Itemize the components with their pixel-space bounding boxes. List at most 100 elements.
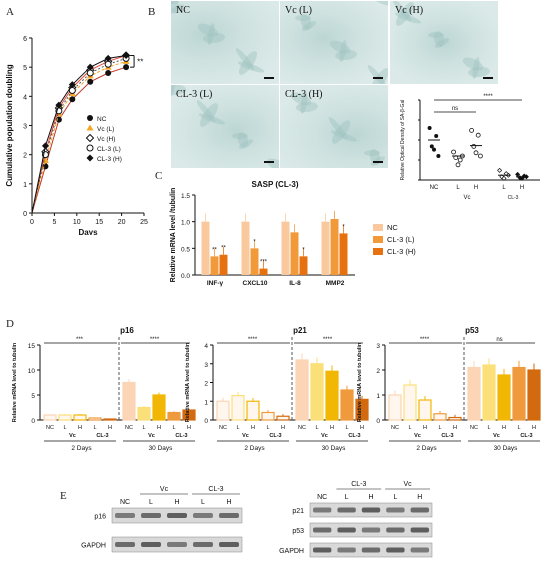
cell-shape (199, 103, 219, 127)
blot-band (167, 542, 187, 547)
cell-shape (330, 130, 358, 142)
significance-label: ** (137, 57, 143, 66)
y-tick-label: 5 (31, 393, 35, 400)
data-point (451, 149, 456, 155)
data-point (455, 162, 461, 168)
data-point (41, 142, 49, 150)
x-tick-label: L (63, 425, 66, 431)
data-point (434, 134, 439, 138)
cell-shape (434, 38, 450, 48)
significance-label: **** (248, 337, 258, 343)
chart-title: SASP (CL-3) (252, 180, 299, 189)
bar (482, 364, 496, 421)
micrograph-5: CL-3 (H) (279, 84, 389, 169)
cell-shape (171, 85, 186, 96)
x-tick-label: L (408, 425, 411, 431)
legend-swatch (373, 248, 383, 255)
blot-band (193, 542, 213, 547)
cell-shape (171, 1, 179, 4)
bar (340, 389, 354, 421)
cell-shape (237, 132, 249, 148)
y-tick-label: 2 (204, 381, 208, 388)
bar (167, 411, 181, 421)
blot-band (410, 527, 429, 533)
cell-shape (428, 32, 444, 38)
x-tick-label: L (438, 425, 441, 431)
row-label: p21 (292, 508, 304, 515)
micrograph-4: CL-3 (L) (170, 84, 280, 169)
significance-label: ns (496, 337, 502, 343)
x-tick-label: 15 (95, 219, 103, 226)
bar (152, 394, 166, 421)
group-label: Vc (493, 433, 500, 439)
bar (321, 221, 330, 275)
y-axis-label: Relative mRNA level to tubulin (185, 342, 191, 422)
x-tick-label: H (281, 425, 285, 431)
y-tick-label: 15 (28, 343, 36, 350)
y-tick-label: 1 (376, 393, 380, 400)
row-label: p16 (94, 514, 106, 521)
bar (210, 256, 219, 275)
x-tick-label: L (172, 425, 175, 431)
bar (88, 417, 102, 421)
cell-shape (468, 66, 490, 78)
legend-label: CL-3 (L) (97, 146, 121, 153)
blot-band (337, 507, 356, 513)
bar (231, 395, 245, 421)
x-tick-label: NC (219, 425, 227, 431)
blot-band (410, 507, 429, 513)
legend-marker (86, 154, 94, 162)
group-label: Vc (242, 433, 249, 439)
y-tick-label: 5 (23, 65, 27, 72)
sasp-bar-chart: SASP (CL-3) 0.0 0.5 1.0 1.5 Relative mRNA lev… (170, 180, 416, 287)
data-point (429, 144, 434, 149)
time-label: 2 Days (244, 445, 265, 452)
series-line (31, 55, 127, 214)
legend-label: CL-3 (H) (97, 156, 122, 163)
bar (339, 233, 348, 275)
legend-marker (87, 115, 93, 121)
time-label: 30 Days (494, 445, 519, 452)
cell-shape (196, 100, 216, 122)
data-point (55, 101, 63, 109)
data-point (473, 150, 479, 156)
y-axis-label: Relative mRNA level /tubulin (170, 188, 177, 283)
legend-label: NC (387, 223, 398, 232)
bar (246, 400, 260, 421)
scale-bar (264, 161, 274, 163)
data-point (457, 157, 463, 163)
bar (219, 254, 228, 275)
bar (497, 374, 511, 421)
x-axis-label: Days (78, 228, 98, 235)
x-tick-label: NC (125, 425, 133, 431)
group-label: CL-3 (520, 433, 532, 439)
panel-label-d: D (6, 318, 14, 330)
x-tick-label: H (251, 425, 255, 431)
row-label: p53 (292, 528, 304, 535)
bar (330, 219, 339, 275)
time-label: 30 Days (149, 445, 174, 452)
legend-marker (86, 124, 94, 131)
x-tick-label: IL-8 (289, 280, 301, 287)
group-label: CL-3 (175, 433, 187, 439)
bar (281, 221, 290, 275)
x-tick-label: H (474, 185, 478, 191)
y-tick-label: 0.5 (181, 246, 190, 253)
y-tick-label: 3 (204, 362, 208, 369)
y-tick-label: 1.5 (181, 193, 190, 200)
cell-shape (329, 40, 351, 54)
significance-label: * (342, 224, 345, 230)
significance-label: ns (452, 106, 458, 112)
significance-label: * (302, 247, 305, 253)
cell-shape (232, 133, 248, 139)
y-tick-label: 2 (23, 153, 27, 160)
lane-label: L (393, 494, 397, 501)
cell-shape (238, 51, 258, 75)
y-tick-label: 4 (23, 94, 27, 101)
gene-title: p21 (293, 326, 307, 335)
data-point (55, 116, 62, 123)
data-point (515, 171, 521, 177)
scale-bar (264, 77, 274, 79)
micrograph-2: Vc (L) (279, 0, 389, 85)
